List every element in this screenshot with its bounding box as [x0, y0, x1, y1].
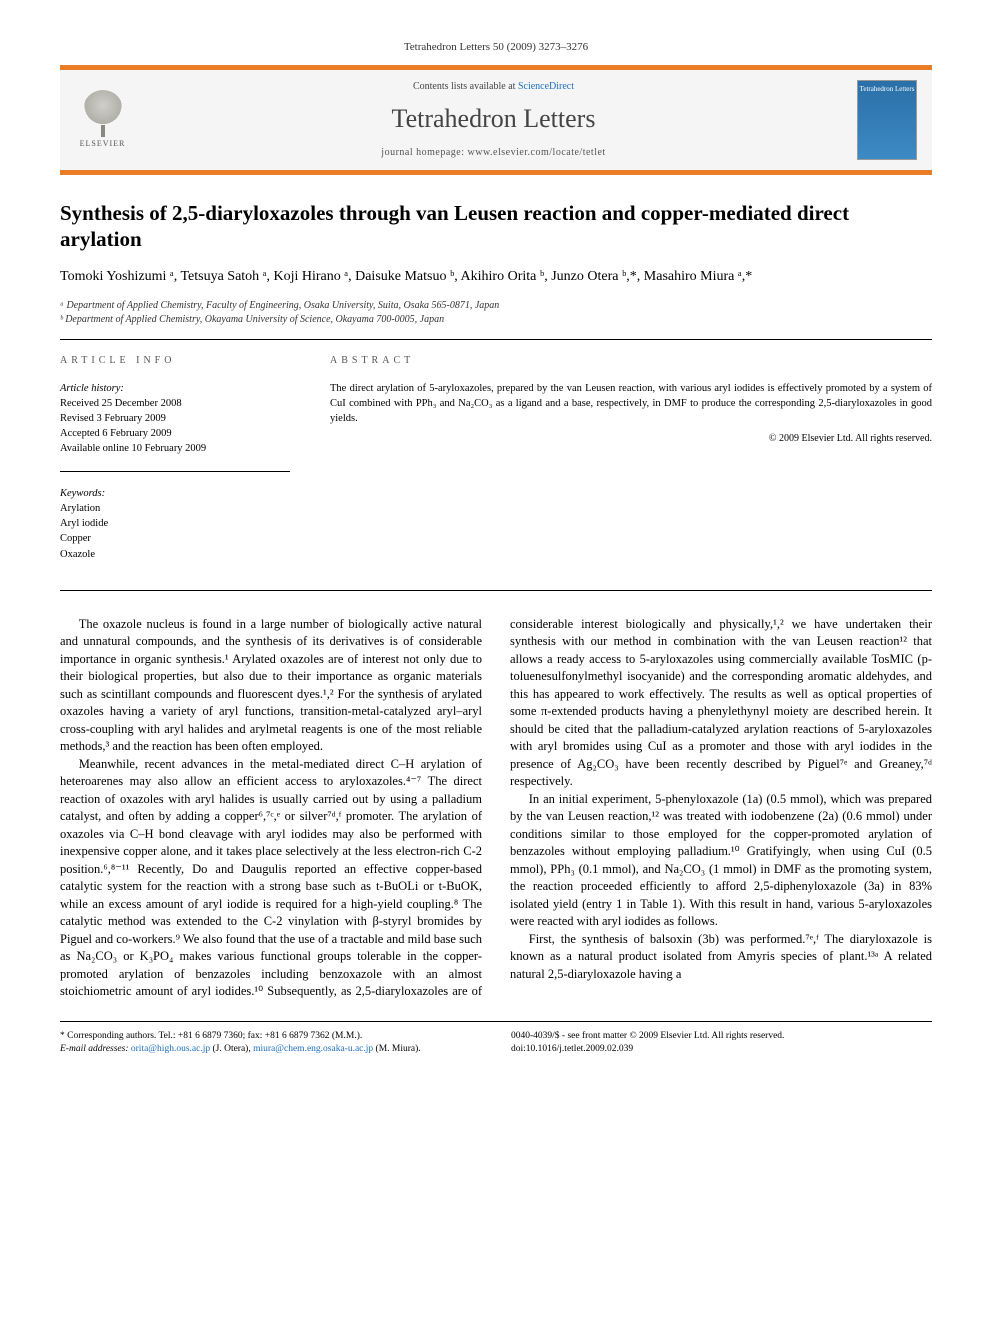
- homepage-line: journal homepage: www.elsevier.com/locat…: [145, 146, 842, 160]
- article-info-column: ARTICLE INFO Article history: Received 2…: [60, 354, 290, 576]
- body-paragraph: In an initial experiment, 5-phenyloxazol…: [510, 791, 932, 931]
- keyword-item: Copper: [60, 531, 290, 546]
- doi-line: doi:10.1016/j.tetlet.2009.02.039: [511, 1043, 932, 1056]
- corresponding-authors: * Corresponding authors. Tel.: +81 6 687…: [60, 1030, 481, 1043]
- page-footer: * Corresponding authors. Tel.: +81 6 687…: [60, 1021, 932, 1056]
- affiliation-a: ᵃ Department of Applied Chemistry, Facul…: [60, 299, 932, 313]
- divider-bottom: [60, 590, 932, 591]
- journal-name: Tetrahedron Letters: [145, 101, 842, 136]
- email-link-2[interactable]: miura@chem.eng.osaka-u.ac.jp: [253, 1044, 373, 1054]
- front-matter-copyright: 0040-4039/$ - see front matter © 2009 El…: [511, 1030, 932, 1043]
- journal-banner: ELSEVIER Contents lists available at Sci…: [60, 65, 932, 175]
- email-name-1: (J. Otera),: [212, 1044, 250, 1054]
- keywords-block: Keywords: Arylation Aryl iodide Copper O…: [60, 486, 290, 562]
- author-list: Tomoki Yoshizumi ᵃ, Tetsuya Satoh ᵃ, Koj…: [60, 267, 932, 287]
- abstract-text: The direct arylation of 5-aryloxazoles, …: [330, 381, 932, 427]
- history-accepted: Accepted 6 February 2009: [60, 426, 290, 441]
- footer-right: 0040-4039/$ - see front matter © 2009 El…: [511, 1030, 932, 1056]
- publisher-logo: ELSEVIER: [75, 90, 130, 150]
- homepage-prefix: journal homepage:: [381, 147, 467, 158]
- divider-top: [60, 339, 932, 340]
- sciencedirect-link[interactable]: ScienceDirect: [518, 81, 574, 92]
- keyword-item: Aryl iodide: [60, 516, 290, 531]
- info-abstract-row: ARTICLE INFO Article history: Received 2…: [60, 354, 932, 576]
- history-online: Available online 10 February 2009: [60, 441, 290, 456]
- publisher-name: ELSEVIER: [80, 139, 126, 150]
- email-label: E-mail addresses:: [60, 1044, 129, 1054]
- journal-cover-thumb: Tetrahedron Letters: [857, 80, 917, 160]
- article-title: Synthesis of 2,5-diaryloxazoles through …: [60, 200, 932, 253]
- history-label: Article history:: [60, 381, 290, 396]
- history-block: Article history: Received 25 December 20…: [60, 381, 290, 457]
- homepage-url: www.elsevier.com/locate/tetlet: [468, 147, 606, 158]
- body-paragraph: First, the synthesis of balsoxin (3b) wa…: [510, 931, 932, 984]
- keyword-item: Oxazole: [60, 547, 290, 562]
- info-heading: ARTICLE INFO: [60, 354, 290, 369]
- abstract-heading: ABSTRACT: [330, 354, 932, 369]
- cover-thumb-title: Tetrahedron Letters: [860, 85, 915, 94]
- contents-prefix: Contents lists available at: [413, 81, 518, 92]
- email-name-2: (M. Miura).: [376, 1044, 421, 1054]
- footer-left: * Corresponding authors. Tel.: +81 6 687…: [60, 1030, 481, 1056]
- contents-line: Contents lists available at ScienceDirec…: [145, 80, 842, 94]
- elsevier-tree-icon: [83, 90, 123, 129]
- affiliations: ᵃ Department of Applied Chemistry, Facul…: [60, 299, 932, 327]
- page-header-ref: Tetrahedron Letters 50 (2009) 3273–3276: [60, 40, 932, 55]
- keywords-label: Keywords:: [60, 486, 290, 501]
- abstract-copyright: © 2009 Elsevier Ltd. All rights reserved…: [330, 432, 932, 447]
- affiliation-b: ᵇ Department of Applied Chemistry, Okaya…: [60, 313, 932, 327]
- email-line: E-mail addresses: orita@high.ous.ac.jp (…: [60, 1043, 481, 1056]
- history-revised: Revised 3 February 2009: [60, 411, 290, 426]
- body-text: The oxazole nucleus is found in a large …: [60, 616, 932, 1001]
- divider-info-mid: [60, 471, 290, 472]
- banner-center: Contents lists available at ScienceDirec…: [145, 80, 842, 160]
- history-received: Received 25 December 2008: [60, 396, 290, 411]
- abstract-column: ABSTRACT The direct arylation of 5-arylo…: [330, 354, 932, 576]
- body-paragraph: The oxazole nucleus is found in a large …: [60, 616, 482, 756]
- email-link-1[interactable]: orita@high.ous.ac.jp: [131, 1044, 210, 1054]
- keyword-item: Arylation: [60, 501, 290, 516]
